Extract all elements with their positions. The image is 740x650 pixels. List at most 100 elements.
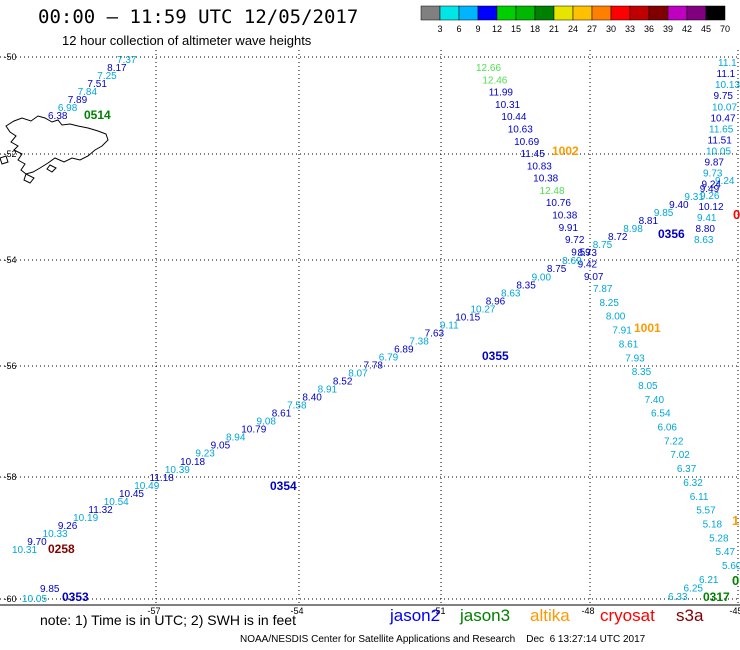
- swh-value-altika-south: 8.25: [599, 298, 619, 309]
- swh-value-southeast: 6.21: [699, 575, 719, 586]
- scale-swatch: [496, 5, 517, 21]
- swh-value-diagonal: 8.96: [486, 296, 506, 307]
- page-title: 00:00 – 11:59 UTC 12/05/2017: [38, 6, 359, 28]
- page-subtitle: 12 hour collection of altimeter wave hei…: [62, 33, 312, 48]
- mission-legend-altika: altika: [530, 606, 570, 625]
- swh-value-diagonal: 6.79: [379, 352, 399, 363]
- swh-value-altika-south: 6.54: [651, 409, 671, 420]
- swh-value-diagonal: 9.23: [195, 449, 215, 460]
- swh-value-diagonal: 8.91: [318, 385, 338, 396]
- swh-value-southwest: 9.85: [40, 584, 60, 595]
- scale-swatch: [610, 5, 631, 21]
- swh-value-diagonal: 10.18: [180, 457, 205, 468]
- swh-value-altika-north: 10.44: [501, 112, 526, 123]
- swh-value-east: 11.51: [708, 135, 733, 146]
- scale-label: 36: [644, 24, 654, 34]
- swh-value-altika-north: 10.63: [508, 124, 533, 135]
- scale-label: 3: [437, 24, 442, 34]
- swh-value-southeast: 6.25: [684, 584, 704, 595]
- track-time-label: 0354: [270, 479, 297, 493]
- mission-legend-cryosat: cryosat: [600, 606, 655, 625]
- scale-swatch: [572, 5, 593, 21]
- swh-value-east: 10.07: [712, 102, 737, 113]
- swh-value-altika-north: 10.76: [546, 198, 571, 209]
- lon-tick-label: -45: [729, 606, 740, 616]
- track-time-label: 1001: [634, 321, 661, 335]
- swh-value-diagonal: 7.63: [425, 328, 445, 339]
- swh-value-altika-south: 5.18: [703, 519, 723, 530]
- swh-value-diagonal: 10.31: [12, 545, 37, 556]
- axis-labels: -57 -54 -51 -48 -45 -50 -52 -54 -56 -58 -60: [3, 52, 740, 616]
- swh-value-diagonal: 10.27: [470, 304, 495, 315]
- scale-swatch: [477, 5, 498, 21]
- swh-value-altika-south: 8.35: [632, 367, 652, 378]
- edge-label: 1: [732, 513, 739, 528]
- swh-value-east: 11.65: [709, 124, 734, 135]
- swh-value-east: 11.1: [717, 69, 736, 80]
- scale-label: 9: [475, 24, 480, 34]
- scale-label: 24: [568, 24, 578, 34]
- track-time-label: 0258: [48, 542, 75, 556]
- swh-value-diagonal: 9.05: [211, 441, 231, 452]
- lon-tick-label: -51: [432, 606, 445, 616]
- swh-value-southeast: 6.33: [668, 592, 688, 603]
- island-outline: [0, 155, 9, 165]
- edge-label: 0: [733, 207, 740, 222]
- lat-tick-label: -60: [3, 594, 16, 604]
- swh-value-nw: 6.38: [48, 111, 68, 122]
- scale-swatch: [705, 5, 726, 21]
- swh-value-altika-south: 5.28: [709, 533, 729, 544]
- scale-swatch: [648, 5, 669, 21]
- scale-swatch: [686, 5, 707, 21]
- credit-line: NOAA/NESDIS Center for Satellite Applica…: [240, 634, 646, 645]
- lat-tick-label: -52: [3, 149, 16, 159]
- swh-value-diagonal: 7.58: [287, 401, 307, 412]
- swh-value-diagonal: 8.35: [516, 280, 536, 291]
- scale-label: 21: [549, 24, 559, 34]
- swh-value-east: 10.47: [711, 113, 736, 124]
- swh-value-diagonal: 8.98: [623, 224, 643, 235]
- swh-value-diagonal: 10.54: [104, 497, 129, 508]
- lat-tick-label: -58: [3, 472, 16, 482]
- scale-label: 39: [663, 24, 673, 34]
- swh-value-altika-south: 8.61: [619, 339, 639, 350]
- swh-value-altika-north: 9.91: [559, 223, 579, 234]
- swh-value-east: 9.75: [714, 91, 734, 102]
- swh-value-diagonal: 9.00: [532, 272, 552, 283]
- swh-value-altika-south: 5.47: [716, 547, 736, 558]
- swh-value-diagonal: 8.07: [348, 369, 368, 380]
- swh-value-diagonal: 8.69: [562, 256, 582, 267]
- track-time-label: 0356: [658, 227, 685, 241]
- scale-swatch: [420, 5, 441, 21]
- swh-value-diagonal: 9.08: [257, 417, 277, 428]
- swh-value-diagonal: 10.39: [165, 465, 190, 476]
- swh-value-diagonal: 9.70: [27, 537, 47, 548]
- swh-value-diagonal: 8.52: [333, 377, 353, 388]
- swh-value-diagonal: 8.72: [608, 232, 628, 243]
- swh-value-diagonal: 10.15: [455, 312, 480, 323]
- scale-swatch: [534, 5, 555, 21]
- mission-legend-jason2: jason2: [390, 606, 441, 625]
- swh-value-east: 9.87: [705, 158, 725, 169]
- scale-swatch: [667, 5, 688, 21]
- edge-label: 0: [732, 573, 739, 588]
- swh-value-diagonal: 8.61: [272, 409, 292, 420]
- island-outline: [46, 164, 57, 173]
- swh-value-diagonal: 9.85: [654, 208, 674, 219]
- scale-label: 6: [456, 24, 461, 34]
- track-time-label: 0355: [482, 349, 509, 363]
- swh-value-diagonal: 7.78: [364, 361, 384, 372]
- island-outline: [5, 115, 109, 175]
- swh-value-altika-south: 7.93: [625, 353, 645, 364]
- lat-tick-label: -54: [3, 255, 16, 265]
- scale-swatch: [439, 5, 460, 21]
- scale-swatch: [515, 5, 536, 21]
- swh-value-altika-south: 6.37: [677, 464, 697, 475]
- swh-value-nw: 7.89: [68, 95, 88, 106]
- scale-swatch: [553, 5, 574, 21]
- scale-label: 30: [606, 24, 616, 34]
- swh-value-diagonal: 11.18: [150, 473, 175, 484]
- swh-value-east: 11.1: [718, 58, 737, 69]
